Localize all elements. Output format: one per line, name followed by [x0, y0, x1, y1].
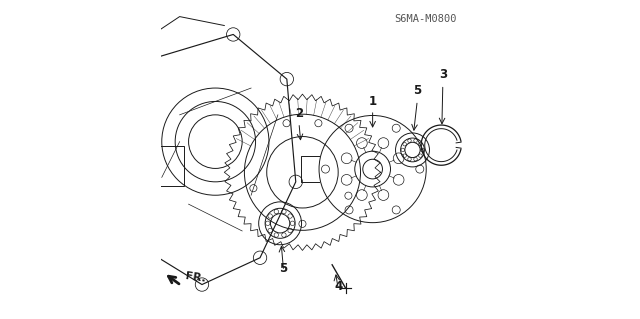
Text: 2: 2	[295, 107, 303, 120]
Bar	[144, 146, 184, 186]
Text: 3: 3	[439, 68, 447, 81]
Text: FR.: FR.	[185, 271, 207, 284]
Text: 4: 4	[334, 280, 342, 293]
Text: 5: 5	[280, 262, 288, 275]
Text: 5: 5	[413, 84, 421, 97]
Text: 1: 1	[369, 95, 377, 108]
Text: S6MA-M0800: S6MA-M0800	[394, 14, 456, 24]
